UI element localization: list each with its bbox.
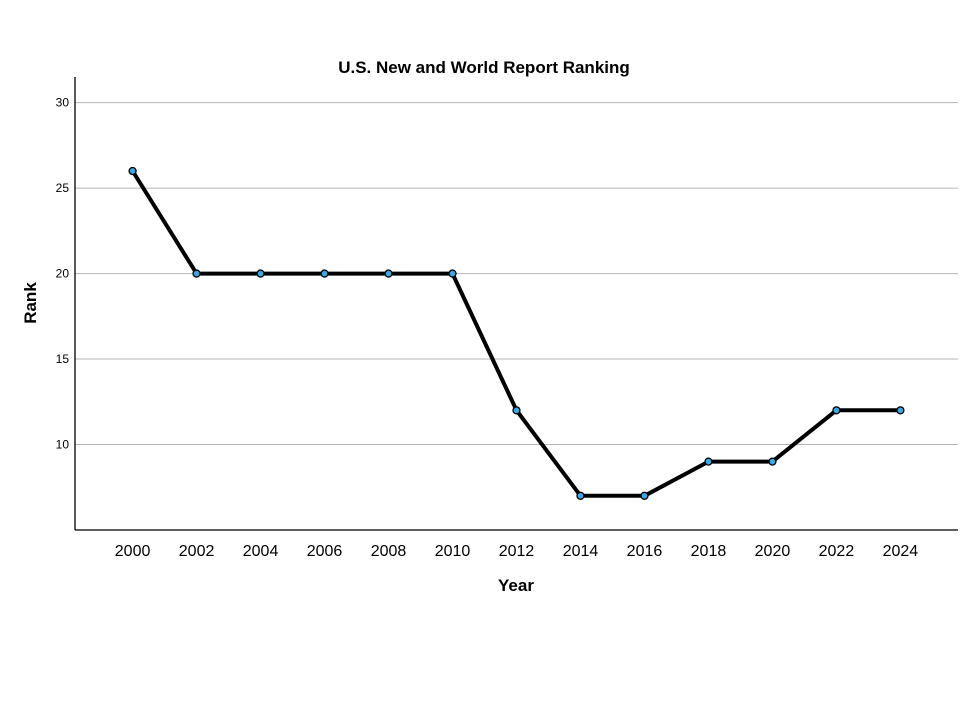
data-points: [128, 166, 905, 500]
series-line-0: [130, 169, 901, 498]
y-tick-label: 10: [56, 438, 70, 452]
data-point-2002: [192, 269, 201, 278]
data-point-2024: [896, 406, 905, 415]
y-tick-labels: 10 15 20 25 30: [56, 96, 70, 452]
x-tick-label: 2020: [755, 543, 791, 560]
data-point-2004: [256, 269, 265, 278]
x-tick-label: 2002: [179, 543, 215, 560]
x-tick-label: 2016: [627, 543, 663, 560]
x-tick-label: 2018: [691, 543, 727, 560]
x-axis-title: Year: [498, 576, 534, 595]
data-point-2006: [320, 269, 329, 278]
y-tick-label: 25: [56, 181, 70, 195]
data-point-2012: [512, 406, 521, 415]
y-tick-label: 30: [56, 96, 70, 110]
x-tick-label: 2014: [563, 543, 599, 560]
x-tick-label: 2006: [307, 543, 343, 560]
data-point-2000: [128, 166, 137, 176]
chart-title: U.S. New and World Report Ranking: [338, 58, 630, 77]
x-tick-label: 2010: [435, 543, 471, 560]
x-tick-labels: 2000 2002 2004 2006 2008 2010 2012 2014 2016 2018…: [115, 543, 919, 560]
y-axis-title: Rank: [21, 282, 40, 324]
data-point-2022: [832, 406, 841, 415]
data-point-2010: [448, 269, 457, 278]
y-tick-label: 15: [56, 352, 70, 366]
data-point-2014: [576, 491, 585, 500]
x-tick-label: 2012: [499, 543, 535, 560]
y-tick-label: 20: [56, 267, 70, 281]
x-tick-label: 2022: [819, 543, 855, 560]
data-point-2008: [384, 269, 393, 278]
x-tick-label: 2000: [115, 543, 151, 560]
data-point-2020: [768, 457, 777, 466]
data-point-2016: [640, 491, 649, 500]
axes: [74, 77, 958, 531]
x-tick-label: 2024: [883, 543, 919, 560]
data-point-2018: [704, 457, 713, 466]
series-line: [130, 169, 901, 498]
x-tick-label: 2004: [243, 543, 279, 560]
x-tick-label: 2008: [371, 543, 407, 560]
